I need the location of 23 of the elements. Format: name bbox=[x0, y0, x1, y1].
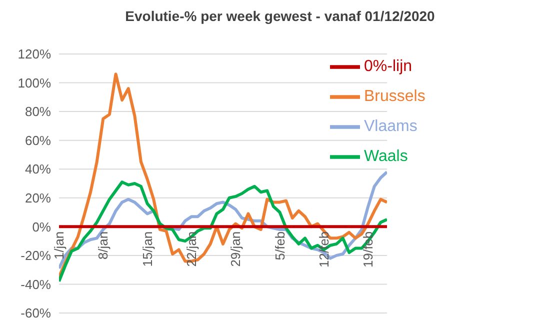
y-tick-label: -20% bbox=[20, 248, 52, 264]
y-tick-label: -40% bbox=[20, 276, 52, 292]
legend-label: Waals bbox=[364, 148, 408, 166]
x-tick-label: 19/feb bbox=[360, 231, 376, 268]
y-tick-label: 100% bbox=[18, 75, 52, 90]
x-tick-label: 29/jan bbox=[228, 231, 244, 267]
x-tick-label: 22/jan bbox=[184, 231, 199, 267]
x-tick-label: 1/jan bbox=[52, 231, 66, 260]
y-tick-label: 0% bbox=[32, 219, 52, 234]
x-tick-label: 12/feb bbox=[316, 231, 332, 268]
y-tick-label: -60% bbox=[20, 306, 52, 321]
chart-title: Evolutie-% per week gewest - vanaf 01/12/2020 bbox=[124, 8, 436, 24]
legend-label: 0%-lijn bbox=[364, 58, 412, 76]
y-tick-label: 120% bbox=[18, 46, 52, 62]
legend-label: Vlaams bbox=[364, 118, 418, 136]
x-tick-label: 15/jan bbox=[140, 231, 155, 267]
y-tick-label: 40% bbox=[24, 162, 52, 177]
x-tick-label: 8/jan bbox=[96, 231, 111, 260]
legend-label: Brussels bbox=[364, 88, 426, 106]
y-tick-label: 80% bbox=[24, 104, 52, 120]
x-tick-label: 5/feb bbox=[272, 231, 288, 260]
y-tick-label: 60% bbox=[24, 132, 52, 148]
y-tick-label: 20% bbox=[24, 190, 52, 206]
